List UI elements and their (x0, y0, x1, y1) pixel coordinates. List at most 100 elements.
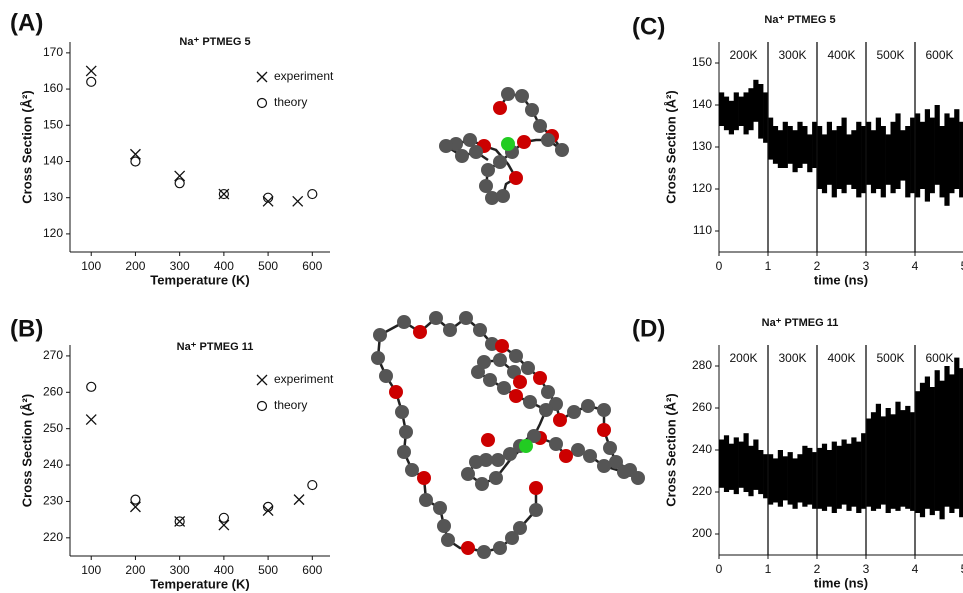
x-tick-label: 200 (125, 563, 145, 577)
panel-label: (A) (10, 9, 43, 36)
range-bar (861, 433, 867, 509)
range-bar (728, 100, 734, 135)
temperature-label: 600K (925, 351, 953, 365)
y-tick-label: 130 (692, 139, 712, 153)
range-bar (895, 113, 901, 189)
legend-label: experiment (274, 372, 334, 386)
temperature-label: 400K (827, 48, 855, 62)
range-bar (870, 130, 877, 194)
marker-o (174, 516, 185, 527)
y-axis-label: Cross Section (Å²) (19, 394, 34, 507)
panel-label: (C) (632, 13, 665, 40)
temperature-label: 300K (778, 48, 806, 62)
marker-x (85, 414, 97, 426)
range-bar (841, 439, 847, 505)
temperature-label: 200K (729, 48, 757, 62)
marker-x (293, 494, 305, 506)
y-tick-label: 230 (43, 494, 63, 508)
range-bar (959, 121, 963, 198)
marker-o (130, 156, 141, 167)
range-bar (905, 405, 911, 509)
y-tick-label: 160 (43, 81, 63, 95)
chart-title: Na⁺ PTMEG 11 (177, 341, 254, 353)
range-bar (787, 126, 793, 164)
range-bar (787, 452, 793, 505)
range-bar (929, 387, 935, 516)
range-bar (733, 437, 739, 495)
marker-o (262, 192, 274, 203)
x-tick-label: 600 (302, 563, 322, 577)
y-tick-label: 220 (692, 484, 712, 498)
range-bar (812, 452, 818, 509)
temperature-label: 600K (925, 48, 953, 62)
range-bar (723, 96, 730, 131)
range-bar (821, 443, 828, 511)
marker-x (85, 65, 97, 77)
range-bar (851, 130, 857, 189)
range-bar (910, 412, 916, 511)
legend-marker (256, 374, 268, 386)
range-bar (763, 454, 769, 499)
marker-o (218, 512, 229, 523)
range-bar (959, 368, 963, 518)
marker-x (174, 170, 186, 182)
range-bar (890, 121, 896, 194)
range-bar (866, 418, 872, 507)
range-bar (772, 458, 779, 503)
range-bar (900, 130, 906, 181)
x-tick-label: 500 (258, 563, 278, 577)
range-bar (743, 92, 749, 135)
marker-o (307, 479, 318, 491)
x-tick-label: 400 (214, 259, 234, 273)
y-tick-label: 110 (693, 223, 712, 237)
legend-label: theory (274, 398, 307, 412)
range-bar (763, 92, 769, 143)
x-axis-label: time (ns) (814, 575, 868, 590)
range-bar (758, 450, 764, 495)
y-tick-label: 170 (43, 45, 63, 59)
x-tick-label: 5 (961, 562, 963, 576)
y-tick-label: 150 (692, 55, 712, 69)
range-bar (875, 117, 881, 189)
y-tick-label: 200 (692, 526, 712, 540)
range-bar (792, 130, 798, 173)
x-tick-label: 5 (961, 259, 963, 273)
range-bar (895, 401, 901, 511)
chart-title: Na⁺ PTMEG 5 (179, 36, 250, 48)
range-bar (719, 92, 725, 126)
range-bar (846, 443, 852, 511)
range-bar (851, 437, 857, 507)
panel-label: (B) (10, 315, 43, 342)
marker-x (262, 505, 274, 516)
y-tick-label: 280 (692, 358, 712, 372)
range-bar (934, 370, 940, 511)
legend-label: theory (274, 95, 307, 109)
y-axis-label: Cross Section (Å²) (663, 90, 678, 203)
x-tick-label: 1 (765, 562, 772, 576)
range-bar (743, 433, 749, 492)
range-bar (880, 416, 886, 505)
range-bar (939, 126, 945, 198)
range-bar (846, 134, 852, 185)
x-tick-label: 300 (170, 259, 190, 273)
range-bar (807, 134, 813, 173)
temperature-label: 400K (827, 351, 855, 365)
x-tick-label: 2 (814, 562, 821, 576)
range-bar (875, 403, 881, 509)
x-tick-label: 200 (125, 259, 145, 273)
marker-x (292, 195, 304, 207)
marker-x (218, 519, 230, 531)
y-axis-label: Cross Section (Å²) (663, 393, 678, 506)
range-bar (949, 374, 955, 513)
range-bar (733, 92, 739, 131)
range-bar (915, 113, 921, 198)
range-bar (772, 126, 779, 164)
y-tick-label: 150 (43, 117, 63, 131)
range-bar (954, 109, 960, 189)
range-bar (954, 357, 960, 509)
range-bar (919, 121, 926, 189)
x-tick-label: 2 (814, 259, 821, 273)
marker-x (129, 148, 141, 160)
chart-title: Na⁺ PTMEG 5 (764, 14, 835, 26)
y-tick-label: 220 (43, 530, 63, 544)
